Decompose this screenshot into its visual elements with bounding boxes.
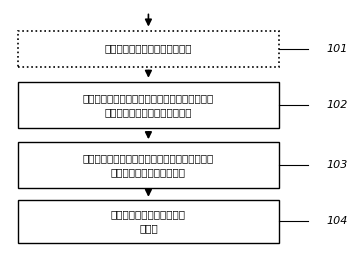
Text: 104: 104 [326, 216, 348, 227]
Bar [18, 200, 279, 243]
Bar [18, 82, 279, 128]
Text: 对采集到的原始观测数据进行底层数据融合，生
成包含位置信息的直接定位模型: 对采集到的原始观测数据进行底层数据融合，生 成包含位置信息的直接定位模型 [83, 93, 214, 117]
Text: 102: 102 [326, 100, 348, 110]
Text: 基于随机矩阵渐进分布理论，构造包含噪声子空
间和信号子空间的代价函数: 基于随机矩阵渐进分布理论，构造包含噪声子空 间和信号子空间的代价函数 [83, 153, 214, 177]
Bar [18, 31, 279, 67]
Bar [18, 142, 279, 188]
Text: 求解代价函数，输出最终目
标位置: 求解代价函数，输出最终目 标位置 [111, 209, 186, 233]
Text: 103: 103 [326, 160, 348, 170]
Text: 各观测站分别采集原始观测数据: 各观测站分别采集原始观测数据 [105, 44, 192, 54]
Text: 101: 101 [326, 44, 348, 54]
